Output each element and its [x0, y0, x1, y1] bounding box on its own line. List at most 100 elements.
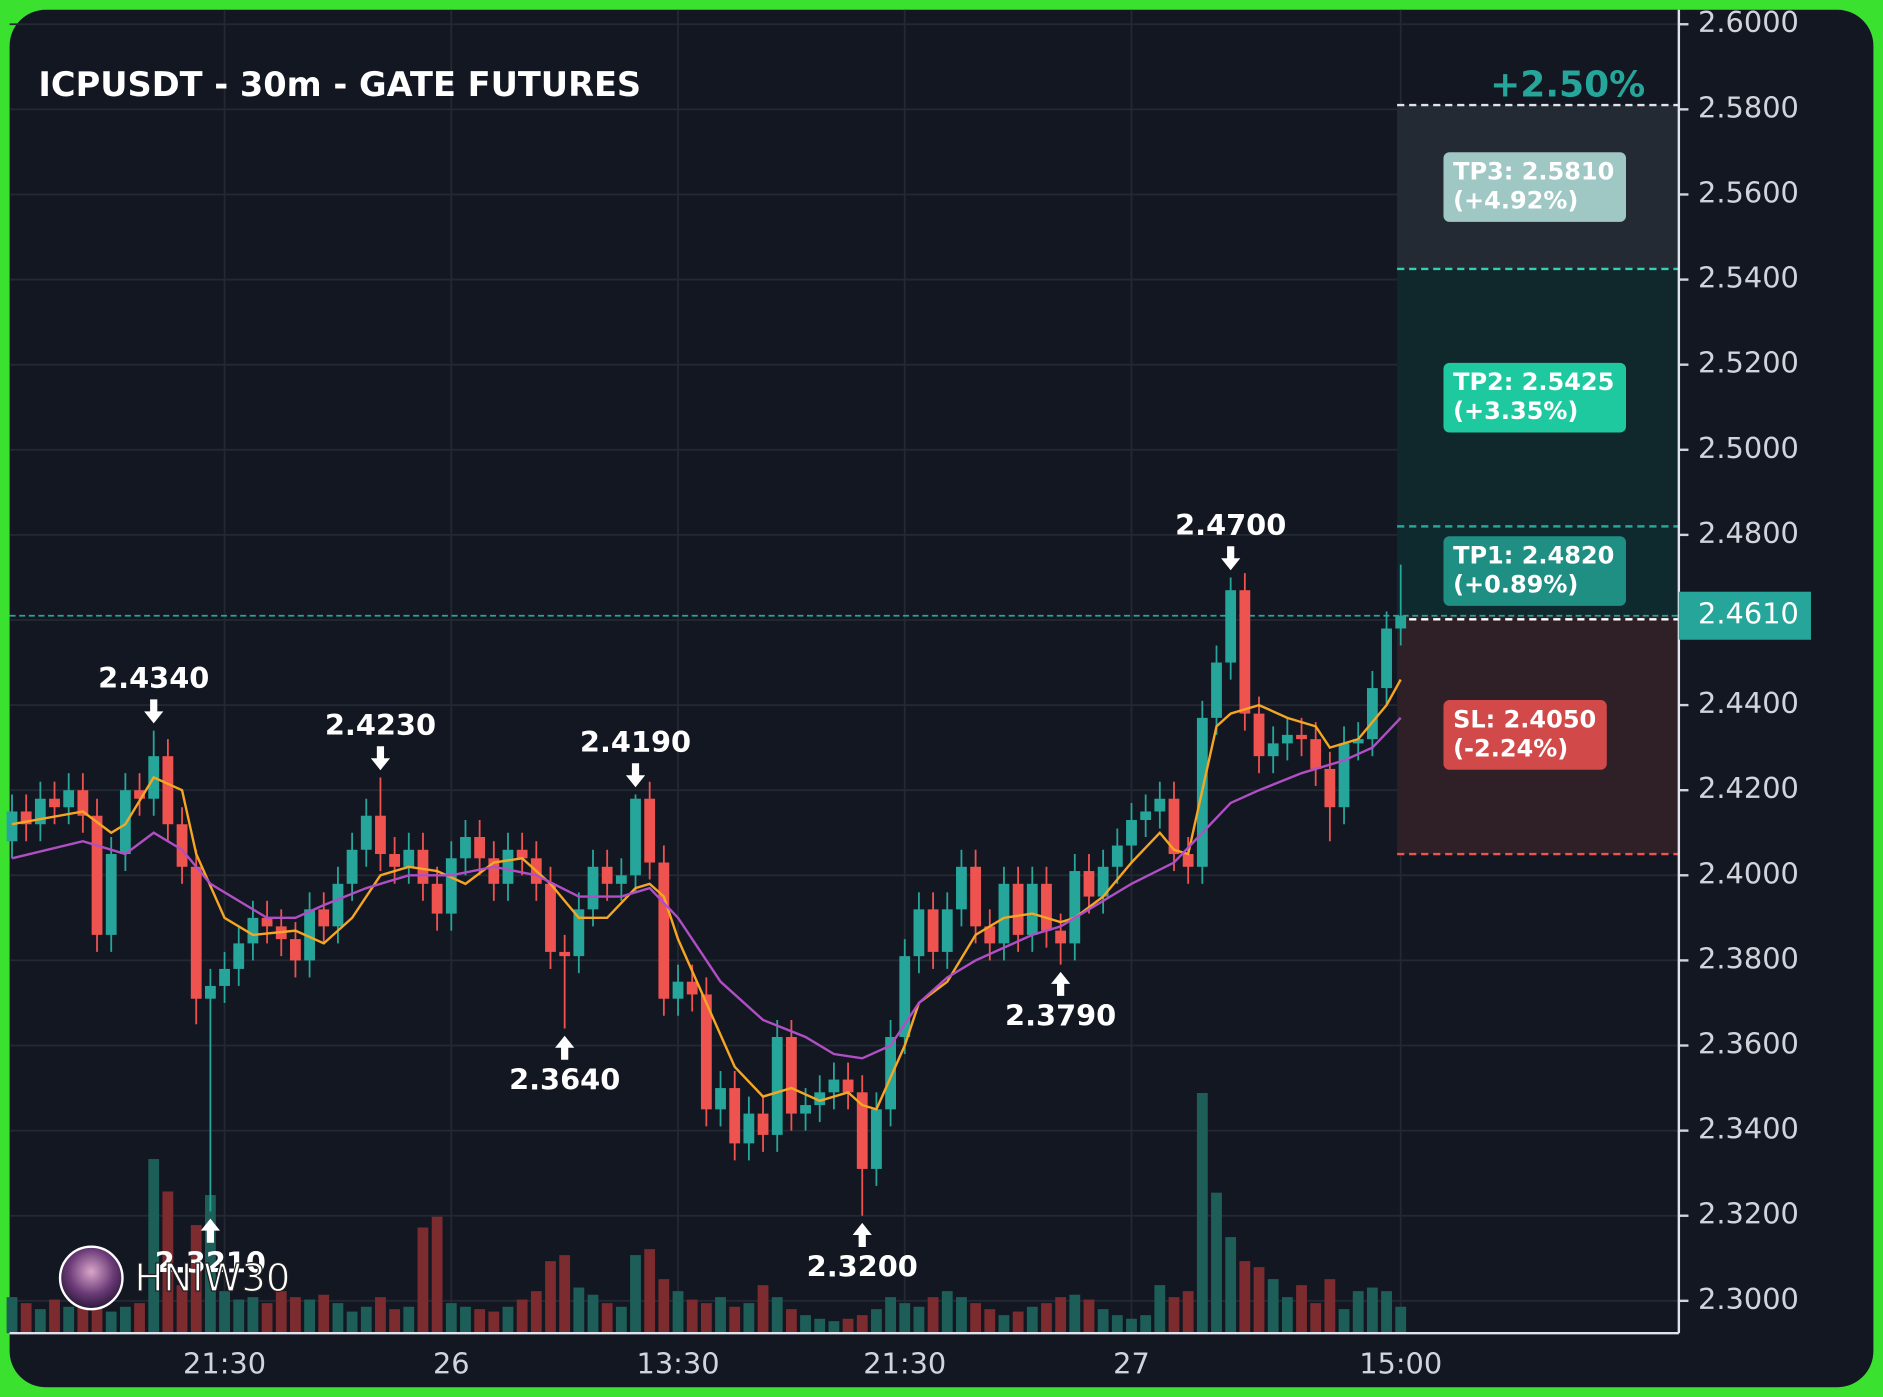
candle-body	[856, 1092, 868, 1169]
volume-bar	[771, 1297, 783, 1334]
candle-body	[389, 854, 401, 867]
volume-bar	[814, 1318, 826, 1334]
volume-bar	[6, 1297, 18, 1334]
volume-bar	[729, 1306, 741, 1334]
volume-bar	[630, 1255, 641, 1334]
volume-bar	[1083, 1299, 1095, 1334]
candle-body	[1366, 688, 1378, 740]
annotation-arrow	[370, 746, 391, 771]
volume-bar	[1381, 1291, 1392, 1334]
level-box	[1443, 700, 1607, 770]
candle-body	[1381, 628, 1392, 689]
level-label: (+0.89%)	[1453, 570, 1578, 598]
level-label: TP3: 2.5810	[1453, 158, 1614, 186]
candle-body	[686, 981, 698, 995]
volume-bar	[1281, 1297, 1293, 1334]
avatar	[58, 1245, 124, 1311]
candle-body	[304, 909, 315, 961]
candle-body	[360, 815, 372, 850]
candle-body	[1111, 845, 1123, 867]
candle-body	[587, 866, 599, 910]
candle-body	[176, 824, 188, 867]
price-tag-label: 2.4610	[1698, 597, 1799, 631]
candle-body	[1126, 819, 1137, 846]
volume-bar	[1069, 1294, 1081, 1334]
volume-bar	[601, 1303, 613, 1334]
watermark: HNIW30	[135, 1256, 291, 1301]
volume-bar	[34, 1309, 46, 1334]
volume-bar	[757, 1285, 769, 1334]
ma-line	[11, 717, 1402, 1060]
volume-bar	[375, 1297, 386, 1334]
candle-body	[1296, 734, 1307, 740]
volume-bar	[403, 1306, 415, 1334]
candle-body	[1211, 662, 1222, 718]
annotation-label: 2.3200	[807, 1250, 918, 1284]
candle-body	[49, 798, 60, 808]
volume-bar	[1055, 1297, 1067, 1334]
volume-bar	[275, 1291, 287, 1334]
level-box	[1443, 362, 1627, 433]
candle-body	[899, 956, 911, 1038]
annotation-label: 2.4230	[325, 708, 436, 742]
volume-bar	[304, 1299, 315, 1334]
y-tick-label: 2.4000	[1698, 856, 1799, 890]
volume-bar	[417, 1227, 429, 1334]
volume-bar	[1324, 1279, 1336, 1334]
candle-body	[1338, 743, 1350, 808]
annotation-label: 2.4340	[98, 661, 209, 695]
volume-bar	[204, 1195, 216, 1334]
candle-body	[34, 798, 46, 825]
candle-body	[190, 866, 202, 999]
candle-body	[1168, 798, 1180, 855]
volume-bar	[389, 1309, 401, 1334]
candle-body	[1140, 811, 1152, 820]
annotation-arrow	[555, 1035, 575, 1060]
y-tick-label: 2.5600	[1698, 175, 1799, 209]
candle-body	[729, 1088, 741, 1144]
volume-bar	[1310, 1303, 1322, 1334]
volume-bar	[1111, 1315, 1123, 1334]
level-label: SL: 2.4050	[1453, 705, 1596, 733]
volume-bar	[516, 1299, 528, 1334]
candle-body	[941, 909, 953, 952]
level-box	[1443, 536, 1627, 606]
candle-body	[204, 985, 216, 999]
volume-bar	[1366, 1287, 1378, 1334]
volume-bar	[530, 1291, 542, 1334]
y-tick-label: 2.5800	[1698, 90, 1799, 124]
volume-bar	[1211, 1192, 1222, 1334]
candle-body	[516, 849, 528, 859]
candle-body	[601, 866, 613, 884]
candle-body	[460, 837, 471, 859]
volume-bar	[148, 1159, 160, 1334]
candle-body	[1352, 739, 1364, 744]
candle-body	[743, 1113, 755, 1144]
ma-line	[11, 678, 1402, 1111]
candle-body	[1225, 590, 1237, 663]
volume-bar	[1026, 1306, 1038, 1334]
volume-bar	[1225, 1237, 1237, 1334]
volume-bar	[91, 1291, 103, 1334]
x-tick-label: 13:30	[637, 1347, 720, 1381]
candle-body	[431, 883, 443, 914]
candle-body	[1395, 615, 1407, 629]
candle-body	[1041, 883, 1052, 931]
volume-bar	[1154, 1285, 1166, 1334]
annotation-label: 2.3790	[1005, 999, 1116, 1033]
volume-bar	[474, 1309, 486, 1334]
volume-bar	[1182, 1291, 1194, 1334]
level-label: (+4.92%)	[1453, 186, 1578, 214]
candle-body	[346, 849, 358, 884]
volume-bar	[1395, 1306, 1407, 1334]
candle-body	[63, 790, 75, 808]
candle-body	[1182, 854, 1194, 867]
volume-bar	[672, 1291, 684, 1334]
volume-bar	[1126, 1318, 1137, 1334]
y-tick-label: 2.4200	[1698, 771, 1799, 805]
volume-bar	[970, 1303, 982, 1334]
volume-bar	[1267, 1279, 1279, 1334]
volume-bar	[233, 1299, 245, 1334]
volume-bar	[573, 1287, 585, 1334]
volume-bar	[941, 1291, 953, 1334]
